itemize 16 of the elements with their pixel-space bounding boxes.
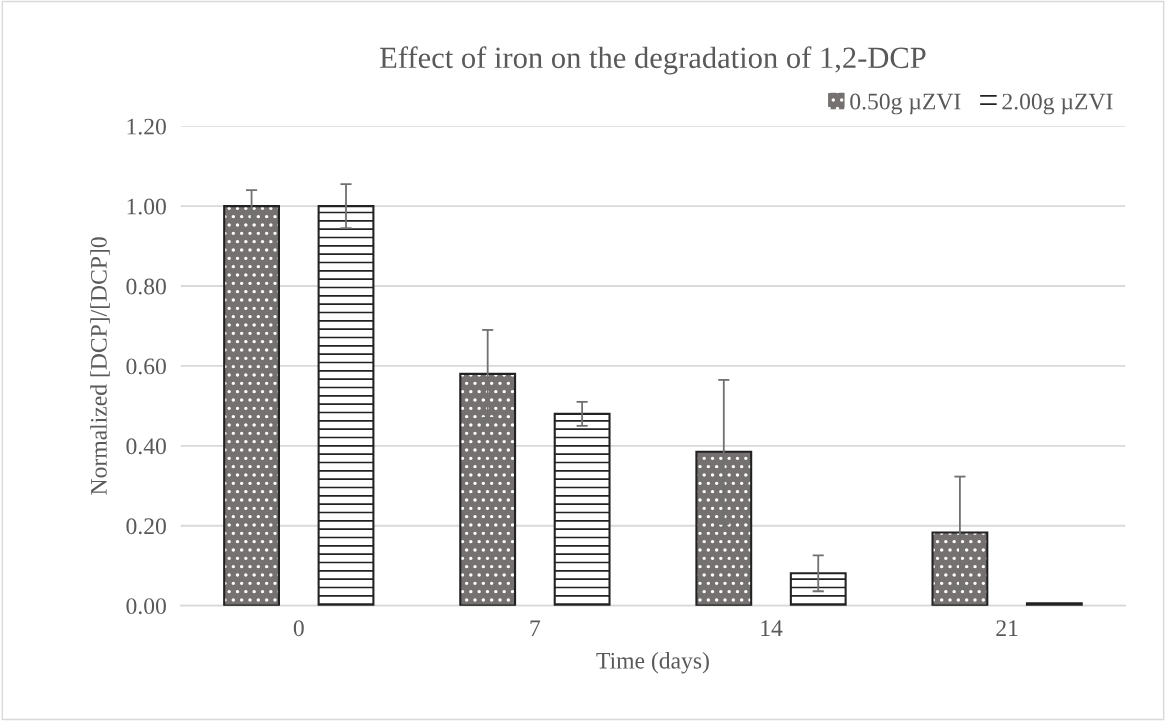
y-tick-label: 0.20 bbox=[126, 518, 166, 535]
y-tick-label: 1.00 bbox=[127, 198, 166, 215]
y-tick-label: 0.40 bbox=[126, 438, 166, 455]
legend-label: 0.50g µZVI bbox=[850, 93, 961, 115]
x-tick-label: 7 bbox=[530, 620, 541, 636]
x-tick-label: 14 bbox=[761, 620, 783, 636]
x-axis-title: Time (days) bbox=[596, 652, 709, 674]
y-tick-label: 0.60 bbox=[126, 358, 166, 375]
x-tick-label: 0 bbox=[293, 620, 304, 637]
y-tick-label: 1.20 bbox=[127, 118, 166, 135]
y-tick-label: 0.80 bbox=[126, 278, 166, 295]
y-axis-title: Normalized [DCP]/[DCP]0 bbox=[90, 237, 110, 495]
x-tick-label: 21 bbox=[996, 620, 1018, 636]
y-tick-label: 0.00 bbox=[126, 598, 166, 615]
legend-label: 2.00g µZVI bbox=[1002, 93, 1113, 115]
chart-title: Effect of iron on the degradation of 1,2-DCP bbox=[380, 46, 926, 75]
